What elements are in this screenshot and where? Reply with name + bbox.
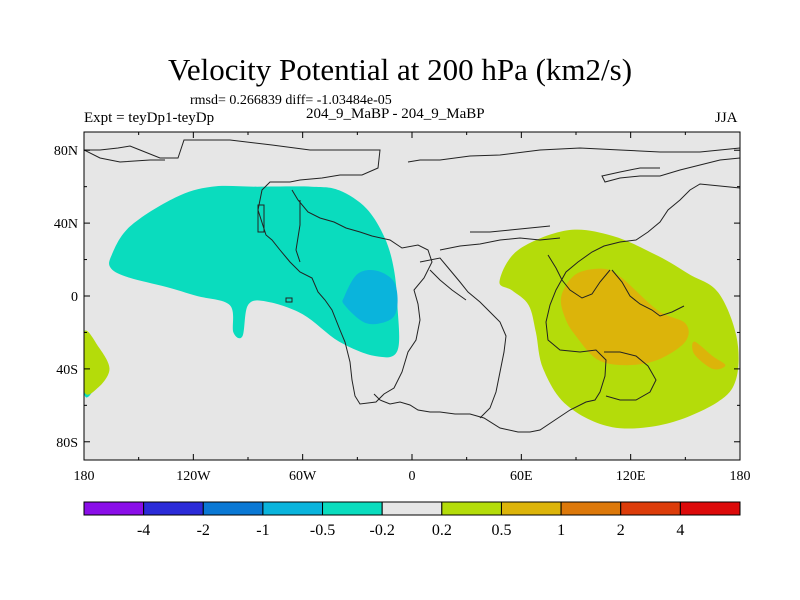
contour-region-1 xyxy=(342,269,398,325)
contour-region-6 xyxy=(692,341,726,370)
y-axis: 80N 40N 0 40S 80S xyxy=(54,144,740,451)
coastline-australia xyxy=(604,351,657,401)
colorbar-label-5: 0.2 xyxy=(432,522,452,539)
colorbar-swatch-8 xyxy=(560,501,622,516)
x-axis: 180 120W 60W 0 60E 120E 180 xyxy=(74,132,751,484)
coastline-india xyxy=(547,254,611,299)
coastline-americas xyxy=(84,139,433,405)
colorbar-swatch-5 xyxy=(381,501,443,516)
y-tick-label-3: 40S xyxy=(56,363,78,378)
colorbar-label-9: 4 xyxy=(676,522,684,539)
x-tick-label-1: 120W xyxy=(176,469,211,484)
colorbar-swatch-0 xyxy=(83,501,145,516)
colorbar-label-2: -1 xyxy=(256,522,269,539)
stats-line: rmsd= 0.266839 diff= -1.03484e-05 xyxy=(190,93,392,108)
x-tick-label-4: 60E xyxy=(510,469,533,484)
contour-region-0 xyxy=(109,185,400,358)
coastline-island xyxy=(285,297,293,303)
colorbar: -4 -2 -1 -0.5 -0.2 0.2 0.5 1 2 4 xyxy=(83,501,741,539)
x-tick-label-5: 120E xyxy=(616,469,646,484)
coastline-hudson xyxy=(295,200,301,263)
coastline-arctic xyxy=(84,149,165,163)
colorbar-label-8: 2 xyxy=(617,522,625,539)
experiment-label: Expt = teyDp1-teyDp xyxy=(84,110,215,126)
x-tick-label-3: 0 xyxy=(409,469,416,484)
season-label: JJA xyxy=(715,110,738,126)
colorbar-label-1: -2 xyxy=(197,522,210,539)
colorbar-swatch-1 xyxy=(143,501,204,516)
chart-title: Velocity Potential at 200 hPa (km2/s) xyxy=(167,52,633,87)
colorbar-label-7: 1 xyxy=(557,522,565,539)
x-tick-label-0: 180 xyxy=(74,469,95,484)
colorbar-swatch-6 xyxy=(441,501,502,516)
contour-fills xyxy=(84,185,739,429)
colorbar-swatch-7 xyxy=(500,501,562,516)
colorbar-label-6: 0.5 xyxy=(491,522,511,539)
colorbar-swatch-3 xyxy=(262,501,324,516)
colorbar-label-0: -4 xyxy=(137,522,150,539)
case-label: 204_9_MaBP - 204_9_MaBP xyxy=(306,106,485,122)
coastlines xyxy=(84,139,740,433)
colorbar-swatch-4 xyxy=(322,501,383,516)
y-tick-label-4: 80S xyxy=(56,436,78,451)
y-tick-label-0: 80N xyxy=(54,144,78,159)
x-tick-label-2: 60W xyxy=(289,469,317,484)
coastline-mediterranean xyxy=(439,225,561,251)
x-tick-label-6: 180 xyxy=(730,469,751,484)
colorbar-label-4: -0.2 xyxy=(370,522,395,539)
coastline-se-asia xyxy=(611,269,685,317)
contour-region-3 xyxy=(84,330,110,395)
colorbar-swatch-2 xyxy=(202,501,264,516)
colorbar-label-3: -0.5 xyxy=(310,522,335,539)
coastline-baja xyxy=(257,204,265,233)
colorbar-swatch-9 xyxy=(620,501,681,516)
colorbar-swatch-10 xyxy=(679,501,741,516)
coastline-africa xyxy=(419,257,507,419)
coastline-eurasia xyxy=(373,147,740,433)
y-tick-label-2: 0 xyxy=(71,290,78,305)
y-tick-label-1: 40N xyxy=(54,217,78,232)
